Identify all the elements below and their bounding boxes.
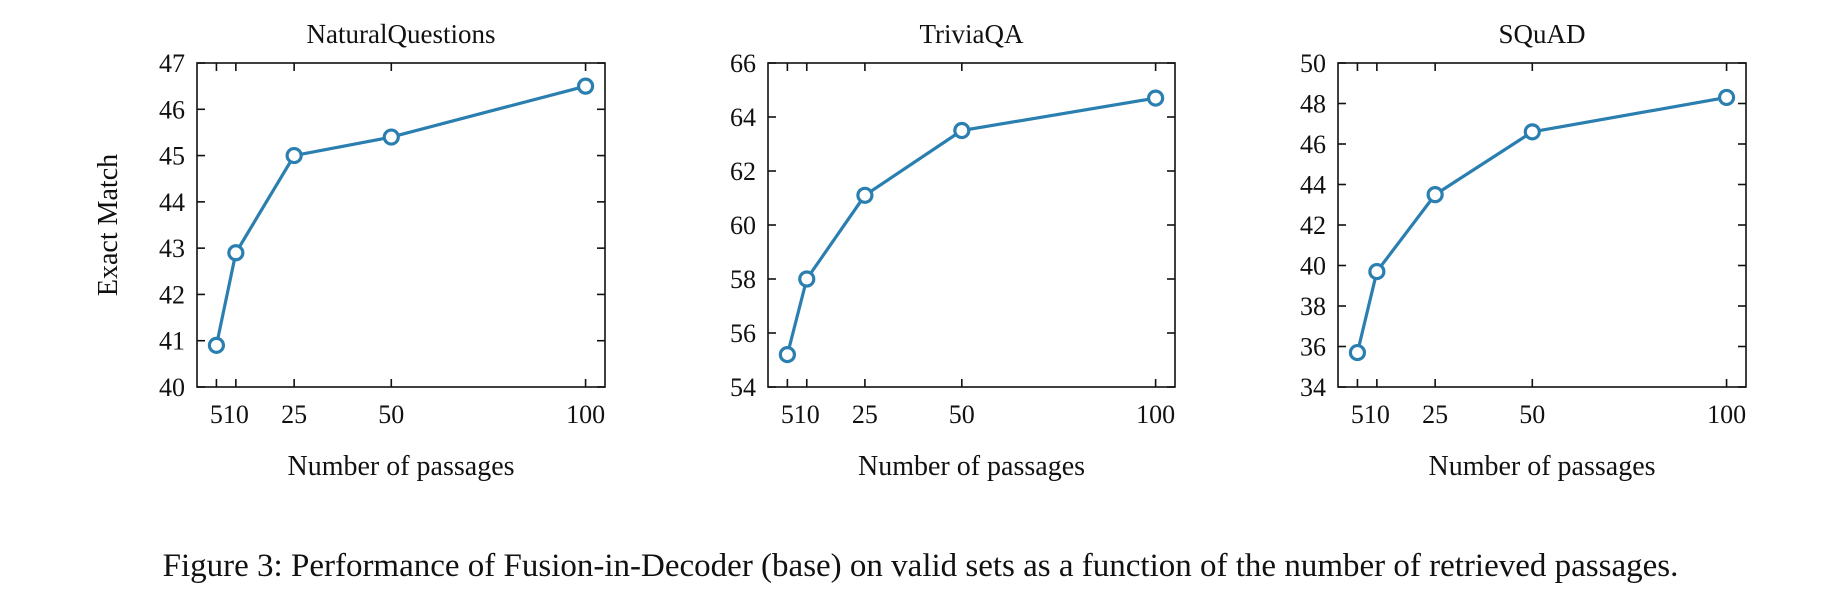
y-tick-label: 42 bbox=[1300, 211, 1326, 240]
y-tick-label: 45 bbox=[159, 142, 185, 171]
x-tick-label: 25 bbox=[1422, 400, 1448, 429]
y-tick-label: 60 bbox=[730, 211, 756, 240]
y-tick-label: 40 bbox=[159, 373, 185, 402]
series-line bbox=[1355, 95, 1727, 353]
data-point bbox=[1523, 123, 1541, 141]
x-tick-label: 5 bbox=[210, 400, 223, 429]
y-tick-label: 42 bbox=[159, 280, 185, 309]
y-tick-label: 48 bbox=[1300, 90, 1326, 119]
x-tick-label: 50 bbox=[1519, 400, 1545, 429]
x-axis-label: Number of passages bbox=[1428, 451, 1655, 482]
data-point bbox=[285, 146, 303, 165]
y-tick-label: 56 bbox=[730, 319, 756, 348]
data-point bbox=[798, 270, 816, 288]
data-point bbox=[1368, 262, 1386, 281]
y-tick-label: 34 bbox=[1300, 373, 1326, 402]
data-point bbox=[778, 346, 796, 364]
series-line bbox=[785, 96, 1156, 355]
chart-title: SQuAD bbox=[1498, 19, 1585, 49]
chart-panel-3: 34 36 38 40 42 44 46 48 50 5 10 25 50 100 SQuAD Number … bbox=[1300, 19, 1747, 482]
x-tick-label: 100 bbox=[566, 400, 605, 429]
y-axis-label: Exact Match bbox=[93, 154, 124, 296]
y-tick-label: 54 bbox=[730, 373, 756, 402]
y-tick-label: 58 bbox=[730, 265, 756, 294]
data-point bbox=[1717, 88, 1736, 107]
data-point bbox=[1147, 89, 1165, 107]
data-point bbox=[382, 128, 400, 146]
data-point bbox=[1348, 343, 1367, 362]
x-tick-label: 25 bbox=[852, 400, 878, 429]
data-point bbox=[227, 244, 245, 262]
y-tick-label: 47 bbox=[159, 49, 185, 78]
x-tick-label: 10 bbox=[223, 400, 249, 429]
x-tick-label: 25 bbox=[281, 400, 307, 429]
y-tick-label: 38 bbox=[1300, 292, 1326, 321]
x-tick-label: 50 bbox=[949, 400, 975, 429]
y-tick-label: 41 bbox=[159, 327, 185, 356]
x-tick-label: 5 bbox=[1351, 400, 1364, 429]
x-tick-label: 100 bbox=[1136, 400, 1175, 429]
plot-frame bbox=[767, 62, 1176, 388]
y-tick-label: 66 bbox=[730, 49, 756, 78]
y-tick-label: 64 bbox=[730, 103, 756, 132]
x-tick-label: 10 bbox=[794, 400, 820, 429]
plot-frame bbox=[1337, 62, 1747, 388]
y-tick-label: 50 bbox=[1300, 49, 1326, 78]
data-point bbox=[856, 186, 874, 204]
y-tick-label: 43 bbox=[159, 234, 185, 263]
y-tick-label: 46 bbox=[1300, 130, 1326, 159]
figure-caption: Figure 3: Performance of Fusion-in-Decod… bbox=[162, 548, 1679, 584]
chart-panel-2: 54 56 58 60 62 64 66 5 10 25 50 100 TriviaQA Number o… bbox=[730, 19, 1176, 482]
data-point bbox=[576, 77, 595, 95]
x-axis-label: Number of passages bbox=[858, 451, 1085, 482]
y-tick-label: 40 bbox=[1300, 252, 1326, 281]
y-tick-label: 36 bbox=[1300, 333, 1326, 362]
y-tick-label: 44 bbox=[159, 188, 185, 217]
y-tick-label: 44 bbox=[1300, 171, 1326, 200]
data-point bbox=[207, 336, 226, 354]
x-tick-label: 100 bbox=[1707, 400, 1746, 429]
y-tick-label: 46 bbox=[159, 95, 185, 124]
x-tick-label: 50 bbox=[378, 400, 404, 429]
plot-frame bbox=[196, 62, 606, 388]
chart-panel-1: 40 41 42 43 44 45 46 47 5 10 25 50 100 NaturalQuestio… bbox=[93, 19, 606, 482]
chart-title: NaturalQuestions bbox=[307, 19, 496, 49]
y-tick-label: 62 bbox=[730, 157, 756, 186]
data-point bbox=[953, 121, 971, 140]
series-line bbox=[214, 84, 586, 346]
chart-title: TriviaQA bbox=[919, 19, 1024, 49]
x-tick-label: 5 bbox=[781, 400, 794, 429]
x-tick-label: 10 bbox=[1364, 400, 1390, 429]
x-axis-label: Number of passages bbox=[287, 451, 514, 482]
data-point bbox=[1426, 186, 1444, 204]
